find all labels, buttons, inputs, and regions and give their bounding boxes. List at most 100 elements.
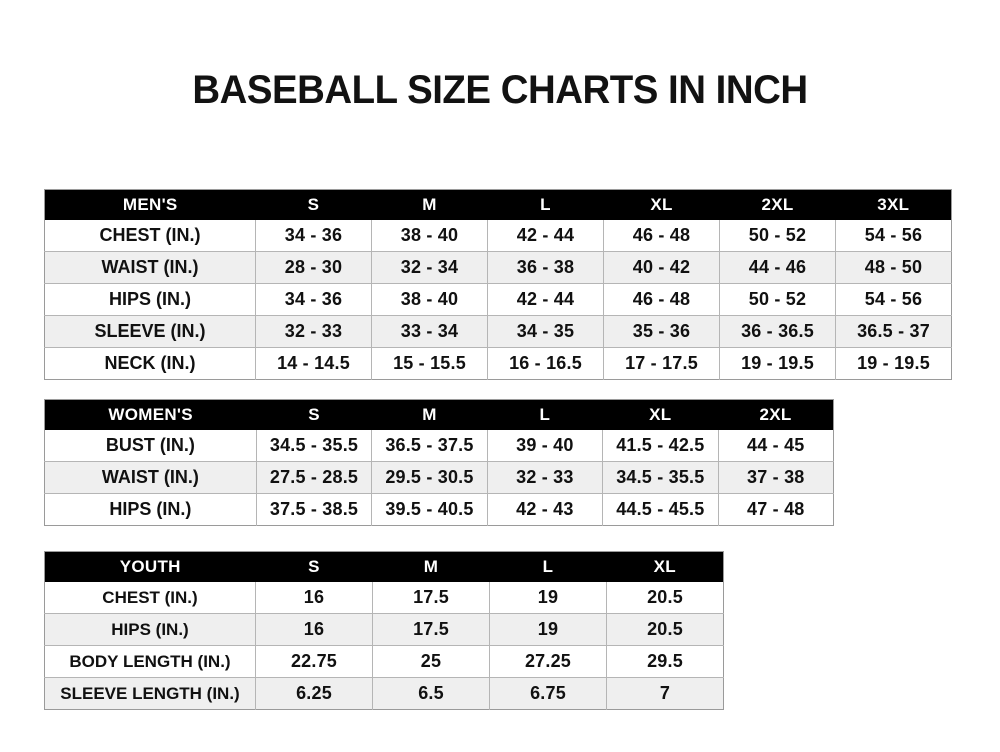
cell-value: 25 (372, 645, 490, 678)
table-header-row: MEN'S S M L XL 2XL 3XL (44, 189, 952, 220)
cell-value: 34.5 - 35.5 (602, 461, 719, 494)
cell-value: 16 (255, 613, 373, 646)
cell-value: 6.75 (489, 677, 607, 710)
row-label: CHEST (IN.) (44, 220, 256, 252)
row-label: WAIST (IN.) (44, 461, 257, 494)
mens-column-header-xl: XL (603, 189, 720, 220)
table-row: CHEST (IN.) 34 - 36 38 - 40 42 - 44 46 -… (44, 220, 952, 252)
table-row: HIPS (IN.) 16 17.5 19 20.5 (44, 613, 724, 646)
cell-value: 17.5 (372, 582, 490, 614)
cell-value: 36.5 - 37 (835, 315, 952, 348)
youth-column-header-m: M (372, 551, 490, 582)
cell-value: 19 - 19.5 (835, 347, 952, 380)
cell-value: 35 - 36 (603, 315, 720, 348)
cell-value: 20.5 (606, 582, 724, 614)
cell-value: 36 - 38 (487, 251, 604, 284)
cell-value: 46 - 48 (603, 220, 720, 252)
cell-value: 34 - 35 (487, 315, 604, 348)
cell-value: 33 - 34 (371, 315, 488, 348)
youth-column-header-l: L (489, 551, 607, 582)
table-row: SLEEVE LENGTH (IN.) 6.25 6.5 6.75 7 (44, 677, 724, 710)
cell-value: 42 - 44 (487, 283, 604, 316)
cell-value: 36 - 36.5 (719, 315, 836, 348)
cell-value: 19 - 19.5 (719, 347, 836, 380)
womens-column-header-xl: XL (602, 399, 719, 430)
cell-value: 42 - 44 (487, 220, 604, 252)
table-header-row: WOMEN'S S M L XL 2XL (44, 399, 834, 430)
row-label: CHEST (IN.) (44, 582, 256, 614)
cell-value: 50 - 52 (719, 220, 836, 252)
cell-value: 54 - 56 (835, 220, 952, 252)
row-label: NECK (IN.) (44, 347, 256, 380)
cell-value: 19 (489, 613, 607, 646)
cell-value: 20.5 (606, 613, 724, 646)
cell-value: 34 - 36 (255, 220, 372, 252)
cell-value: 44 - 45 (718, 430, 834, 462)
mens-column-header-l: L (487, 189, 604, 220)
cell-value: 32 - 33 (255, 315, 372, 348)
table-row: SLEEVE (IN.) 32 - 33 33 - 34 34 - 35 35 … (44, 315, 952, 348)
womens-header-label: WOMEN'S (44, 399, 257, 430)
cell-value: 42 - 43 (487, 493, 604, 526)
cell-value: 40 - 42 (603, 251, 720, 284)
cell-value: 27.5 - 28.5 (256, 461, 373, 494)
mens-header-label: MEN'S (44, 189, 256, 220)
row-label: WAIST (IN.) (44, 251, 256, 284)
cell-value: 7 (606, 677, 724, 710)
cell-value: 15 - 15.5 (371, 347, 488, 380)
row-label: BODY LENGTH (IN.) (44, 645, 256, 678)
cell-value: 32 - 34 (371, 251, 488, 284)
cell-value: 41.5 - 42.5 (602, 430, 719, 462)
cell-value: 48 - 50 (835, 251, 952, 284)
table-row: WAIST (IN.) 27.5 - 28.5 29.5 - 30.5 32 -… (44, 461, 834, 494)
row-label: BUST (IN.) (44, 430, 257, 462)
mens-size-table: MEN'S S M L XL 2XL 3XL CHEST (IN.) 34 - … (44, 189, 952, 380)
cell-value: 29.5 (606, 645, 724, 678)
cell-value: 50 - 52 (719, 283, 836, 316)
table-row: BUST (IN.) 34.5 - 35.5 36.5 - 37.5 39 - … (44, 430, 834, 462)
table-row: HIPS (IN.) 34 - 36 38 - 40 42 - 44 46 - … (44, 283, 952, 316)
cell-value: 47 - 48 (718, 493, 834, 526)
cell-value: 32 - 33 (487, 461, 604, 494)
womens-column-header-m: M (371, 399, 488, 430)
womens-column-header-l: L (487, 399, 603, 430)
table-row: HIPS (IN.) 37.5 - 38.5 39.5 - 40.5 42 - … (44, 493, 834, 526)
youth-column-header-xl: XL (606, 551, 724, 582)
cell-value: 6.5 (372, 677, 490, 710)
row-label: HIPS (IN.) (44, 493, 257, 526)
mens-column-header-s: S (255, 189, 372, 220)
cell-value: 34 - 36 (255, 283, 372, 316)
cell-value: 17.5 (372, 613, 490, 646)
cell-value: 46 - 48 (603, 283, 720, 316)
cell-value: 39 - 40 (487, 430, 604, 462)
cell-value: 16 - 16.5 (487, 347, 604, 380)
cell-value: 54 - 56 (835, 283, 952, 316)
cell-value: 44.5 - 45.5 (602, 493, 719, 526)
cell-value: 36.5 - 37.5 (371, 430, 488, 462)
cell-value: 39.5 - 40.5 (371, 493, 488, 526)
cell-value: 17 - 17.5 (603, 347, 720, 380)
cell-value: 37.5 - 38.5 (256, 493, 373, 526)
cell-value: 22.75 (255, 645, 373, 678)
mens-column-header-m: M (371, 189, 488, 220)
womens-size-table: WOMEN'S S M L XL 2XL BUST (IN.) 34.5 - 3… (44, 399, 834, 526)
row-label: HIPS (IN.) (44, 283, 256, 316)
cell-value: 6.25 (255, 677, 373, 710)
table-header-row: YOUTH S M L XL (44, 551, 724, 582)
table-row: NECK (IN.) 14 - 14.5 15 - 15.5 16 - 16.5… (44, 347, 952, 380)
page-title: BASEBALL SIZE CHARTS IN INCH (192, 68, 808, 112)
table-row: BODY LENGTH (IN.) 22.75 25 27.25 29.5 (44, 645, 724, 678)
row-label: HIPS (IN.) (44, 613, 256, 646)
cell-value: 27.25 (489, 645, 607, 678)
table-row: WAIST (IN.) 28 - 30 32 - 34 36 - 38 40 -… (44, 251, 952, 284)
cell-value: 29.5 - 30.5 (371, 461, 488, 494)
cell-value: 19 (489, 582, 607, 614)
cell-value: 38 - 40 (371, 220, 488, 252)
cell-value: 38 - 40 (371, 283, 488, 316)
row-label: SLEEVE (IN.) (44, 315, 256, 348)
table-row: CHEST (IN.) 16 17.5 19 20.5 (44, 582, 724, 614)
cell-value: 37 - 38 (718, 461, 834, 494)
mens-column-header-2xl: 2XL (719, 189, 836, 220)
womens-column-header-s: S (256, 399, 372, 430)
youth-header-label: YOUTH (44, 551, 256, 582)
